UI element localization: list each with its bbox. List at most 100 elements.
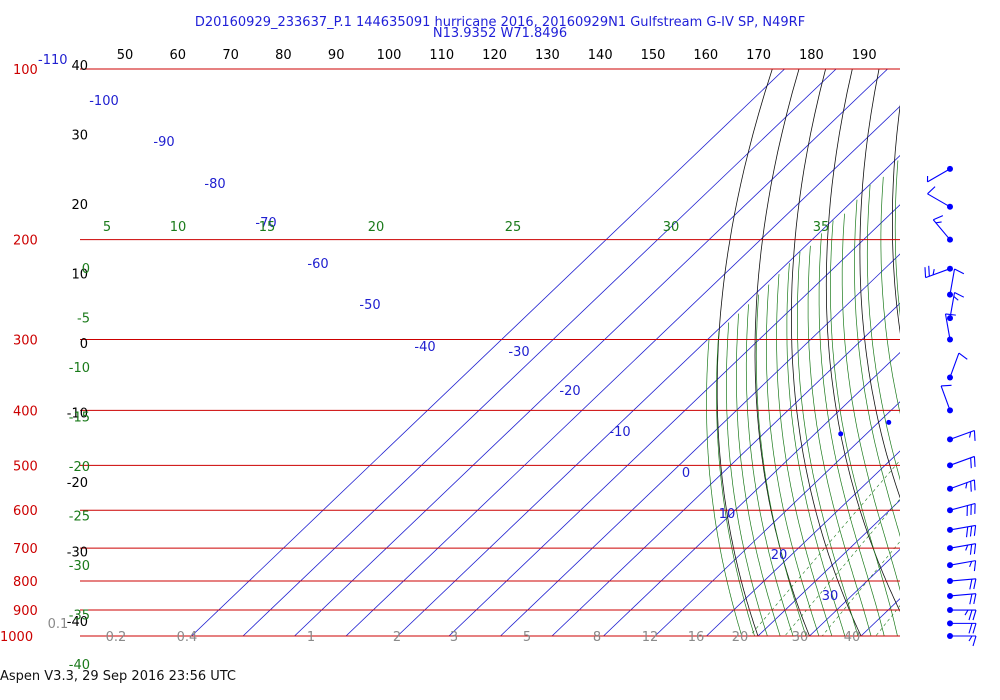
wind-barb <box>947 455 976 469</box>
theta-label: -40 <box>67 615 88 630</box>
wind-barb-station <box>947 526 953 533</box>
moist-adiabat-top-label: 25 <box>505 220 522 235</box>
moist-adiabat-line <box>818 233 885 636</box>
moist-adiabat-line <box>927 134 992 636</box>
wind-barb-station <box>947 374 953 381</box>
isotherm-line <box>500 253 900 636</box>
wind-barb <box>947 352 968 381</box>
isotherm-label: -10 <box>609 425 630 440</box>
moist-adiabat-line <box>766 284 820 636</box>
wind-barb <box>947 479 976 492</box>
theta-label: -20 <box>67 476 88 491</box>
isotherm-line <box>397 155 900 636</box>
isotherm-line <box>294 69 888 636</box>
top-axis-tick-label: 100 <box>377 48 402 63</box>
moist-adiabat-line <box>706 339 743 636</box>
isotherm-label: 20 <box>771 548 788 563</box>
wind-barb <box>947 578 977 590</box>
isotherm-line <box>860 598 900 636</box>
top-axis-tick-label: 150 <box>641 48 666 63</box>
pressure-label: 800 <box>13 575 38 590</box>
dewpoint-trace-point <box>988 450 994 456</box>
isotherm-line <box>242 69 837 636</box>
wind-barb-station <box>947 407 953 414</box>
moist-adiabat-left-label: -15 <box>69 411 90 426</box>
moist-adiabat-line <box>830 220 898 636</box>
isotherm-label: -70 <box>255 216 276 231</box>
wind-barb <box>947 292 965 322</box>
moist-adiabat-line <box>880 176 900 415</box>
dewpoint-dropout-point <box>886 419 892 425</box>
dewpoint-dropout-point <box>974 395 979 400</box>
top-axis-tick-label: 140 <box>588 48 613 63</box>
wind-barb-station <box>947 578 953 585</box>
isotherm-line <box>757 499 900 636</box>
wind-barb <box>947 429 976 443</box>
wind-barb <box>940 384 953 414</box>
mixing-ratio-line <box>920 340 1000 637</box>
dry-adiabat-line <box>754 69 810 636</box>
dewpoint-dropout-point <box>995 345 1000 350</box>
moist-adiabat-left-label: -30 <box>69 559 90 574</box>
isotherm-label: -90 <box>153 135 174 150</box>
wind-barb-station <box>947 607 953 614</box>
pressure-label: 200 <box>13 234 38 249</box>
wind-barb-station <box>947 265 953 272</box>
wind-barb-station <box>947 592 953 599</box>
wind-barb <box>947 620 977 634</box>
isotherm-label: -20 <box>559 384 580 399</box>
moist-adiabat-line <box>807 245 872 636</box>
top-axis-tick-label: 50 <box>117 48 134 63</box>
moist-adiabat-top-label: 20 <box>368 220 385 235</box>
pressure-label: 100 <box>13 63 38 78</box>
moist-adiabat-line <box>841 213 900 592</box>
top-axis-tick-label: 190 <box>852 48 877 63</box>
mixing-ratio-label: 20 <box>732 630 749 645</box>
moist-adiabat-left-label: -40 <box>69 658 90 673</box>
wind-barb-station <box>947 462 953 469</box>
mixing-ratio-label: 12 <box>642 630 659 645</box>
wind-barb <box>947 502 976 517</box>
dry-adiabat-line <box>892 104 900 334</box>
mixing-ratio-label: 5 <box>523 630 531 645</box>
wind-barb <box>932 215 953 243</box>
isotherm-line <box>964 69 1000 636</box>
mixing-ratio-line <box>947 340 1000 637</box>
dry-adiabat-line <box>791 69 862 636</box>
pressure-label: 600 <box>13 504 38 519</box>
moist-adiabat-line <box>716 331 755 636</box>
wind-barb-station <box>947 507 953 514</box>
wind-barb-station <box>947 165 953 172</box>
top-axis-tick-label: 70 <box>222 48 239 63</box>
dewpoint-dropout-point <box>959 360 964 365</box>
wind-barb <box>947 592 977 605</box>
top-axis-tick-label: 160 <box>693 48 718 63</box>
wind-barb-station <box>947 336 953 343</box>
dewpoint-dropout-point <box>838 431 844 437</box>
theta-label: 0 <box>80 337 88 352</box>
isotherm-label: -30 <box>508 345 529 360</box>
mixing-ratio-label: 30 <box>792 630 809 645</box>
wind-barb-station <box>947 315 953 322</box>
moist-adiabat-line <box>945 114 1000 636</box>
dry-adiabat-line <box>954 69 1000 636</box>
top-axis-tick-label: 80 <box>275 48 292 63</box>
moist-adiabat-top-label: 15 <box>259 220 276 235</box>
top-axis-tick-label: 180 <box>799 48 824 63</box>
mixing-ratio-label: 0.4 <box>177 630 198 645</box>
dry-adiabat-line <box>983 69 1000 636</box>
isobar-lines <box>80 68 900 637</box>
isotherm-label: -80 <box>204 177 225 192</box>
pressure-label: 300 <box>13 334 38 349</box>
moist-adiabat-left-label: -25 <box>69 510 90 525</box>
wind-barb-station <box>947 236 953 243</box>
dewpoint-trace-point <box>992 237 998 243</box>
wind-barb-station <box>947 562 953 569</box>
dry-adiabat-line <box>859 69 900 499</box>
wind-barb <box>947 560 977 572</box>
isotherm-label: -100 <box>89 94 119 109</box>
pressure-label: 1000 <box>0 630 33 645</box>
mixing-ratio-label: 0.2 <box>106 630 127 645</box>
mixing-ratio-label: 2 <box>393 630 401 645</box>
isotherm-line <box>603 351 900 636</box>
